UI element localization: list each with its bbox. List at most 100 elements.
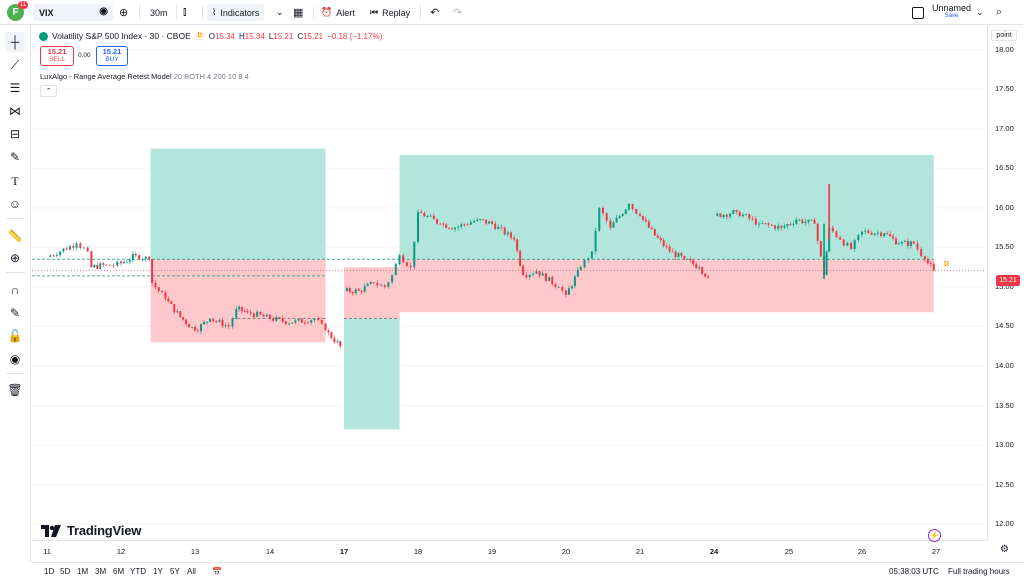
price-tick: 14.50 [995,321,1014,331]
candle [618,214,621,220]
candle [876,229,879,237]
position-icon[interactable]: ⊟ [9,127,21,141]
sell-button[interactable]: 15.21 SELL [40,46,74,66]
layout-grid-icon[interactable]: ▦ [293,7,304,19]
candle [188,323,191,328]
time-axis[interactable] [32,540,987,560]
price-chart[interactable]: D [32,26,986,540]
emoji-icon[interactable]: ☺ [8,197,22,211]
fib-retracement-icon[interactable]: ☰ [9,81,21,95]
lightning-icon[interactable]: ⚡ [928,529,941,542]
candle [402,253,405,263]
candle [116,260,119,267]
pattern-icon[interactable]: ⋈ [9,104,21,118]
replay-button[interactable]: ⏮ Replay [370,4,410,21]
range-button-1d[interactable]: 1D [44,567,55,576]
candle [320,317,323,325]
candle [105,264,108,266]
candle [96,262,99,270]
price-scale-mode[interactable]: point [991,30,1017,41]
candle [920,246,923,258]
candle [639,212,641,217]
dividend-marker[interactable]: D [944,261,949,268]
candle [609,218,612,231]
symbol-title[interactable]: Volatility S&P 500 Index · 30 · CBOE [52,31,191,41]
layout-checkbox-icon[interactable] [912,7,924,19]
candle [476,217,479,222]
indicators-icon: ⌇ [212,7,217,17]
high-label: H [239,31,245,41]
study-legend[interactable]: LuxAlgo - Range Average Retest Model 20 … [40,72,249,81]
alarm-clock-icon: ⏰ [321,7,333,17]
time-tick: 26 [857,547,867,556]
ruler-icon[interactable]: 📏 [7,229,23,243]
candle [176,308,179,313]
range-button-6m[interactable]: 6M [113,567,125,576]
range-button-all[interactable]: All [187,567,196,576]
redo-icon[interactable]: ↷ [453,7,463,19]
toolbar-divider [313,5,314,20]
candlestick-type-icon[interactable]: ⫾ [183,6,187,18]
candle [551,275,554,287]
candle [774,224,777,231]
buy-button[interactable]: 15.21 BUY [96,46,128,66]
indicators-button[interactable]: ⌇ Indicators [207,4,265,21]
candle [627,203,630,212]
session-toggle[interactable]: Full trading hours [948,567,1010,576]
eye-icon[interactable]: ◉ [99,6,108,17]
range-button-5d[interactable]: 5D [60,567,71,576]
undo-icon[interactable]: ↶ [430,7,440,19]
symbol-search[interactable]: VIX ◉ [33,4,113,21]
crosshair-icon[interactable]: ┼ [5,32,25,52]
lock-drawings-icon[interactable]: ✎ [9,306,21,320]
indicators-dropdown-icon[interactable]: ⌄ [276,7,284,17]
candle [488,220,491,224]
search-icon[interactable]: ⌕ [996,6,1003,18]
candle [185,318,188,327]
range-button-1m[interactable]: 1M [77,567,89,576]
candle [510,231,513,241]
candle [363,283,366,294]
candle [870,230,873,236]
candle [469,219,472,226]
range-button-5y[interactable]: 5Y [170,567,180,576]
candle [330,331,333,340]
settings-gear-icon[interactable]: ⚙ [1000,544,1009,555]
chart-legend: Volatility S&P 500 Index · 30 · CBOE D O… [39,31,382,41]
candle [249,309,252,316]
candle [506,230,509,238]
range-button-3m[interactable]: 3M [95,567,107,576]
candle [886,231,889,235]
alert-button[interactable]: ⏰ Alert [321,4,355,21]
candle [235,306,238,321]
price-tick: 12.00 [995,519,1014,529]
lock-icon[interactable]: 🔓 [7,329,23,343]
candle [570,285,573,290]
date-range-calendar-icon[interactable]: 📅 [212,567,222,576]
candle [906,238,909,249]
price-axis[interactable] [987,26,1024,540]
candle [722,213,725,219]
brush-icon[interactable]: ✎ [9,150,21,164]
layout-name-button[interactable]: Unnamed Save [932,4,971,21]
zoom-in-icon[interactable]: ⊕ [9,251,21,265]
clock-display[interactable]: 05:38:03 UTC [889,567,939,576]
interval-button[interactable]: 30m [150,7,168,18]
text-tool-icon[interactable]: T [11,173,19,188]
toolbar-divider [176,5,177,20]
trash-icon[interactable]: 🗑 [7,383,23,397]
collapse-legend-icon[interactable]: ⌃ [40,85,57,97]
candle [704,272,707,278]
save-label[interactable]: Save [944,13,959,19]
trend-line-icon[interactable]: ⟋ [10,57,20,72]
layout-dropdown-icon[interactable]: ⌄ [976,7,984,17]
compare-plus-icon[interactable]: ⊕ [119,7,129,19]
candle [719,213,722,218]
range-button-1y[interactable]: 1Y [153,567,163,576]
candle [659,235,662,243]
price-tick: 17.50 [995,84,1014,94]
magnet-icon[interactable]: ∩ [10,283,20,297]
visibility-eye-icon[interactable]: ◉ [9,352,21,366]
candle [674,249,677,261]
range-button-ytd[interactable]: YTD [130,567,146,576]
